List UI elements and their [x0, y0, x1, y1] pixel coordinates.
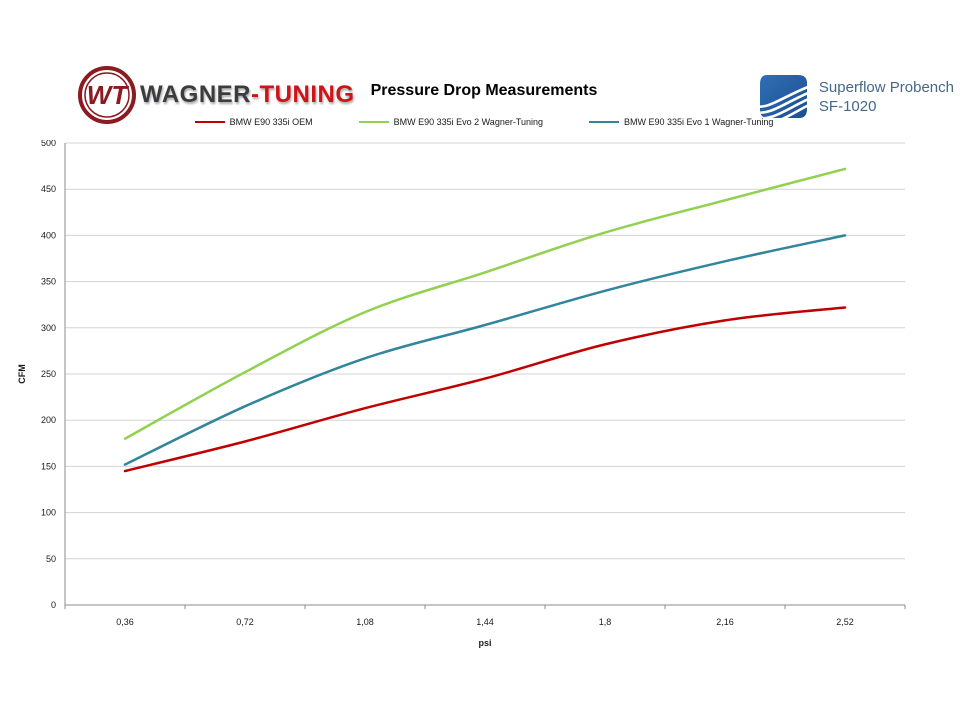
y-tick-label: 300 — [41, 323, 56, 333]
wagner-monogram: WT — [87, 80, 130, 110]
chart-legend: BMW E90 335i OEM BMW E90 335i Evo 2 Wagne… — [0, 117, 968, 127]
legend-swatch-line-icon — [194, 121, 225, 123]
chart-canvas: 0 50 100 150 200 250 300 350 400 450 500 0,36 0,72 1,… — [17, 138, 906, 648]
superflow-icon — [759, 75, 807, 118]
x-tick-label: 1,08 — [356, 617, 374, 627]
y-axis-title: CFM — [17, 364, 27, 384]
chart-title: Pressure Drop Measurements — [370, 82, 598, 99]
wagner-tuning-logo: WT WAGNER-TUNING — [76, 64, 354, 126]
superflow-logo: Superflow Probench SF-1020 — [757, 72, 954, 122]
legend-label: BMW E90 335i Evo 2 Wagner-Tuning — [393, 117, 544, 127]
y-tick-label: 400 — [41, 230, 56, 240]
superflow-model: SF-1020 — [818, 98, 877, 115]
legend-swatch-line-icon — [358, 121, 389, 123]
y-tick-label: 100 — [41, 508, 56, 518]
legend-label: BMW E90 335i Evo 1 Wagner-Tuning — [624, 117, 774, 127]
series-line — [123, 167, 847, 440]
legend-item: BMW E90 335i Evo 2 Wagner-Tuning — [358, 117, 544, 127]
x-tick-label: 2,52 — [836, 617, 854, 627]
y-tick-label: 450 — [41, 184, 56, 194]
x-tick-label: 0,36 — [116, 617, 134, 627]
wagner-wordmark-dark: WAGNER — [140, 81, 251, 108]
y-tick-label: 150 — [41, 461, 56, 471]
y-tick-label: 50 — [46, 554, 56, 564]
legend-label: BMW E90 335i OEM — [229, 117, 313, 127]
y-tick-label: 0 — [51, 600, 56, 610]
x-tick-label: 1,8 — [599, 617, 612, 627]
x-tick-label: 0,72 — [236, 617, 254, 627]
series-line — [123, 306, 847, 473]
y-tick-label: 250 — [41, 369, 56, 379]
superflow-wordmark: Superflow Probench SF-1020 — [819, 72, 954, 116]
superflow-name: Superflow Probench — [818, 79, 954, 96]
legend-swatch-line-icon — [589, 121, 620, 123]
y-tick-label: 500 — [41, 140, 56, 148]
x-tick-label: 1,44 — [476, 617, 494, 627]
x-tick-label: 2,16 — [716, 617, 734, 627]
pressure-drop-chart: 0 50 100 150 200 250 300 350 400 450 500 0,36 0,72 1,… — [0, 138, 968, 680]
wagner-tuning-emblem-icon: WT — [78, 66, 136, 124]
legend-item: BMW E90 335i OEM — [194, 117, 313, 127]
series-line — [123, 234, 847, 466]
x-axis-title: psi — [478, 638, 491, 648]
wagner-tuning-wordmark: WAGNER-TUNING — [140, 81, 354, 109]
wagner-wordmark-red: -TUNING — [251, 81, 355, 108]
legend-item: BMW E90 335i Evo 1 Wagner-Tuning — [589, 117, 773, 127]
y-tick-label: 200 — [41, 415, 56, 425]
y-tick-label: 350 — [41, 277, 56, 287]
